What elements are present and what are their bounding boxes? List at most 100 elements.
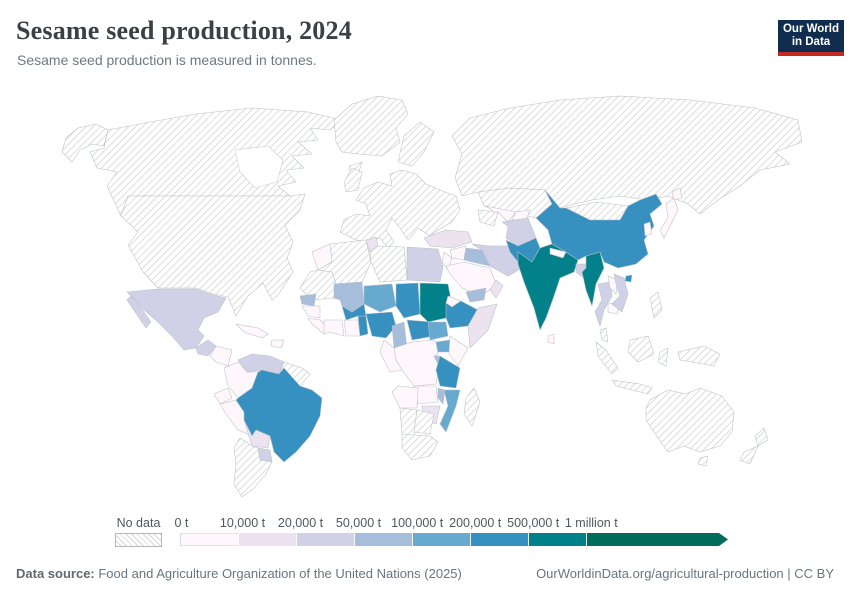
data-source-label: Data source: <box>16 566 95 581</box>
country-united-states[interactable] <box>120 193 306 317</box>
country-hispaniola[interactable] <box>270 339 285 349</box>
country-greenland[interactable] <box>333 95 409 157</box>
country-togo-benin[interactable] <box>357 315 369 337</box>
owid-logo[interactable]: Our World in Data <box>778 20 844 56</box>
country-philippines[interactable] <box>649 291 663 319</box>
page-title: Sesame seed production, 2024 <box>16 16 352 45</box>
legend-bin-1[interactable] <box>238 533 296 546</box>
country-myanmar[interactable] <box>581 251 605 307</box>
legend-tick-label-2: 20,000 t <box>277 516 324 530</box>
country-japan-hokkaido[interactable] <box>671 187 683 201</box>
country-oman[interactable] <box>489 279 504 299</box>
owid-url[interactable]: OurWorldinData.org/agricultural-producti… <box>536 566 834 581</box>
country-libya[interactable] <box>369 245 408 283</box>
legend-bin-3[interactable] <box>354 533 412 546</box>
country-indonesia-sulawesi[interactable] <box>657 347 669 367</box>
legend-no-data-swatch[interactable] <box>115 533 162 547</box>
country-cote-divoire[interactable] <box>323 319 345 337</box>
hudson-bay <box>234 145 284 189</box>
country-niger[interactable] <box>363 283 397 313</box>
country-vietnam[interactable] <box>611 273 629 313</box>
legend-bin-4[interactable] <box>412 533 470 546</box>
country-somalia[interactable] <box>467 303 498 349</box>
country-angola[interactable] <box>391 385 419 409</box>
country-south-sudan[interactable] <box>427 321 449 341</box>
country-senegal[interactable] <box>299 293 317 307</box>
country-india[interactable] <box>517 243 579 331</box>
country-new-guinea[interactable] <box>677 345 721 367</box>
country-indonesia-java[interactable] <box>611 379 653 395</box>
country-europe[interactable] <box>339 169 461 249</box>
country-scandinavia[interactable] <box>397 121 435 167</box>
country-gabon-congo[interactable] <box>379 339 403 373</box>
legend-bin-6[interactable] <box>528 533 586 546</box>
country-canada[interactable] <box>89 107 343 217</box>
legend-tick-label-7: 1 million t <box>564 516 618 530</box>
country-mozambique[interactable] <box>439 389 461 433</box>
country-cuba[interactable] <box>235 323 269 339</box>
data-source-text: Food and Agriculture Organization of the… <box>94 566 462 581</box>
country-korea[interactable] <box>643 221 653 237</box>
country-indonesia-sumatra[interactable] <box>595 341 619 375</box>
country-argentina-chile[interactable] <box>233 437 273 498</box>
country-uzbekistan[interactable] <box>485 205 517 223</box>
legend-tick-label-0: 0 t <box>174 516 189 530</box>
country-cameroon[interactable] <box>391 321 408 349</box>
country-south-africa[interactable] <box>401 433 439 461</box>
legend-bar <box>180 533 728 546</box>
footer-link[interactable]: OurWorldinData.org/agricultural-producti… <box>536 566 834 581</box>
country-australia[interactable] <box>645 387 735 453</box>
legend-tick-label-3: 50,000 t <box>335 516 382 530</box>
world-map <box>61 95 803 498</box>
country-burkina-faso[interactable] <box>341 303 367 321</box>
legend-tick-label-4: 100,000 t <box>391 516 444 530</box>
country-brazil[interactable] <box>235 367 323 463</box>
country-nepal[interactable] <box>549 247 567 259</box>
country-guinea[interactable] <box>301 305 321 319</box>
country-turkmenistan[interactable] <box>477 209 499 227</box>
country-nigeria[interactable] <box>365 311 397 339</box>
country-uganda[interactable] <box>435 339 451 353</box>
country-ghana[interactable] <box>343 319 361 337</box>
country-mexico-baja[interactable] <box>126 295 152 329</box>
chart-footer: Data source: Food and Agriculture Organi… <box>16 566 834 581</box>
legend-tick-label-1: 10,000 t <box>219 516 266 530</box>
owid-logo-line2: in Data <box>791 36 831 48</box>
country-sri-lanka[interactable] <box>547 333 555 345</box>
country-guatemala[interactable] <box>195 339 217 357</box>
country-indonesia-borneo[interactable] <box>627 335 655 363</box>
country-new-zealand-south[interactable] <box>739 445 759 465</box>
country-honduras-nicaragua[interactable] <box>209 345 233 367</box>
country-united-kingdom[interactable] <box>343 167 363 193</box>
country-malawi[interactable] <box>437 387 446 405</box>
country-new-zealand-north[interactable] <box>754 427 769 447</box>
country-ecuador[interactable] <box>213 387 233 405</box>
country-malaysia[interactable] <box>599 327 609 343</box>
legend-no-data-label: No data <box>116 516 161 530</box>
country-tanzania[interactable] <box>435 355 461 389</box>
country-yemen[interactable] <box>465 287 487 303</box>
legend-tick-label-6: 500,000 t <box>507 516 560 530</box>
country-kenya[interactable] <box>448 335 469 367</box>
country-russia[interactable] <box>451 95 803 215</box>
chart-subtitle: Sesame seed production is measured in to… <box>17 52 317 68</box>
country-botswana[interactable] <box>413 409 435 435</box>
country-hainan[interactable] <box>624 274 633 283</box>
legend-bin-0[interactable] <box>180 533 238 546</box>
country-chad[interactable] <box>395 282 421 319</box>
legend-tick-label-5: 200,000 t <box>449 516 502 530</box>
country-turkey[interactable] <box>423 229 473 249</box>
country-drc[interactable] <box>393 339 441 387</box>
country-mexico[interactable] <box>126 288 227 351</box>
country-tasmania[interactable] <box>697 455 709 467</box>
country-china[interactable] <box>535 189 663 269</box>
legend-bin-2[interactable] <box>296 533 354 546</box>
country-egypt[interactable] <box>406 246 444 283</box>
map-legend: No data 0 t 10,000 t 20,000 t 50,000 t 100,0… <box>0 510 850 555</box>
legend-bin-5[interactable] <box>470 533 528 546</box>
country-iraq[interactable] <box>463 247 491 267</box>
country-japan[interactable] <box>659 197 679 239</box>
country-madagascar[interactable] <box>463 387 481 427</box>
legend-bin-7[interactable] <box>586 533 728 546</box>
